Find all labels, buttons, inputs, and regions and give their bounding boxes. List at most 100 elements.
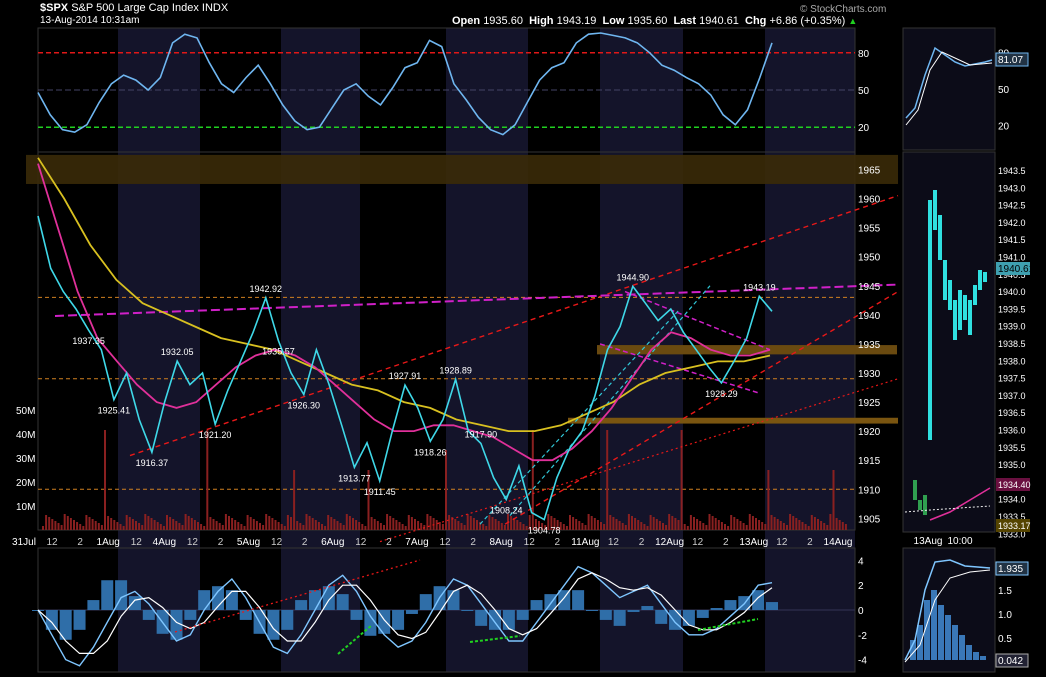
volume-bar xyxy=(122,526,125,530)
macd-histogram-bar xyxy=(530,600,543,610)
volume-bar xyxy=(671,516,674,530)
side-price-tick: 1937.5 xyxy=(998,374,1026,384)
volume-bar xyxy=(448,515,451,530)
side-candle xyxy=(923,495,927,515)
macd-histogram-bar xyxy=(696,610,709,618)
price-annotation: 1942.92 xyxy=(250,284,283,294)
volume-bar xyxy=(637,520,640,530)
divergence-line xyxy=(469,635,521,643)
volume-bar xyxy=(717,520,720,530)
volume-bar xyxy=(538,521,540,530)
falling-wedge-line xyxy=(599,343,761,395)
side-ma-long xyxy=(904,505,991,513)
support-zone xyxy=(597,345,897,355)
volume-bar xyxy=(761,522,764,530)
volume-bar xyxy=(736,519,739,530)
side-price-panel xyxy=(902,151,996,533)
volume-bar xyxy=(634,518,637,530)
side-hist-bar xyxy=(973,652,979,660)
volume-bar xyxy=(271,518,274,530)
volume-bar xyxy=(476,520,478,530)
volume-bar xyxy=(565,526,568,530)
volume-bar xyxy=(203,526,206,530)
divergence-line xyxy=(697,618,759,631)
side-rsi-panel xyxy=(902,27,996,151)
volume-bar xyxy=(147,516,150,530)
volume-bar xyxy=(789,514,792,530)
volume-bar xyxy=(166,515,168,530)
x-tick-label: 2 xyxy=(555,537,561,548)
volume-bar xyxy=(327,515,330,530)
volume-bar xyxy=(206,430,209,530)
volume-bar xyxy=(758,520,761,530)
volume-tick-label: 40M xyxy=(16,430,35,441)
volume-bar xyxy=(231,518,234,530)
volume-bar xyxy=(265,514,268,530)
volume-bar xyxy=(531,430,534,530)
price-tick-label: 1915 xyxy=(858,456,881,467)
x-tick-label: 5Aug xyxy=(237,537,260,548)
volume-bar xyxy=(587,514,590,530)
side-hist-bar xyxy=(931,590,937,660)
volume-bar xyxy=(243,526,246,530)
volume-bar xyxy=(141,525,144,530)
volume-bar xyxy=(503,525,506,530)
volume-bar xyxy=(404,526,407,530)
side-hist-bar xyxy=(917,625,923,660)
session-band xyxy=(446,28,528,672)
side-hist-bar xyxy=(952,625,958,660)
volume-bar xyxy=(85,515,88,530)
side-hist-bar xyxy=(924,600,930,660)
macd-histogram-bar xyxy=(225,590,238,610)
rsi-tick-label: 80 xyxy=(858,49,870,60)
macd-histogram-bar xyxy=(364,610,377,636)
macd-histogram-bar xyxy=(184,610,197,620)
volume-bar xyxy=(606,430,609,530)
side-candle xyxy=(918,500,922,510)
volume-bar xyxy=(376,521,379,530)
side-price-value-box xyxy=(996,262,1030,275)
volume-bar xyxy=(832,470,835,530)
macd-tick-label: 4 xyxy=(858,556,864,567)
volume-bar xyxy=(826,525,829,530)
volume-bar xyxy=(401,524,404,530)
volume-bar xyxy=(314,520,317,530)
macd-tick-label: 2 xyxy=(858,581,864,592)
macd-histogram-bar xyxy=(212,586,225,610)
x-tick-label: 12Aug xyxy=(655,537,684,548)
side-price-tick: 1933.0 xyxy=(998,529,1026,539)
macd-histogram-bar xyxy=(489,610,502,630)
side-price-tick: 1939.5 xyxy=(998,304,1026,314)
macd-tick-label: -4 xyxy=(858,656,867,667)
volume-bar xyxy=(841,522,844,530)
volume-bar xyxy=(407,515,410,530)
volume-bar xyxy=(457,521,460,530)
price-tick-label: 1940 xyxy=(858,311,881,322)
volume-bar xyxy=(113,520,116,530)
volume-bar xyxy=(429,516,432,530)
volume-bar xyxy=(110,518,113,530)
macd-histogram-bar xyxy=(142,610,155,620)
price-annotation: 1944.90 xyxy=(617,272,650,282)
side-price-tick: 1940.0 xyxy=(998,287,1026,297)
volume-bar xyxy=(817,519,819,530)
price-annotation: 1926.30 xyxy=(287,401,320,411)
volume-bar xyxy=(500,523,503,530)
volume-bar xyxy=(463,525,466,530)
macd-histogram-bar xyxy=(655,610,668,624)
volume-bar xyxy=(181,525,184,530)
volume-bar xyxy=(693,517,695,530)
price-annotation: 1917.90 xyxy=(465,429,498,439)
macd-histogram-bar xyxy=(308,590,321,610)
volume-bar xyxy=(724,524,726,530)
volume-bar xyxy=(302,525,305,530)
volume-bar xyxy=(54,521,57,530)
volume-bar xyxy=(844,524,847,530)
macd-histogram-bar xyxy=(710,608,723,610)
volume-bar xyxy=(317,522,320,530)
volume-bar xyxy=(776,519,779,530)
volume-bar xyxy=(491,517,494,530)
price-annotation: 1921.20 xyxy=(199,430,232,440)
volume-bar xyxy=(522,524,525,530)
volume-bar xyxy=(510,516,513,530)
